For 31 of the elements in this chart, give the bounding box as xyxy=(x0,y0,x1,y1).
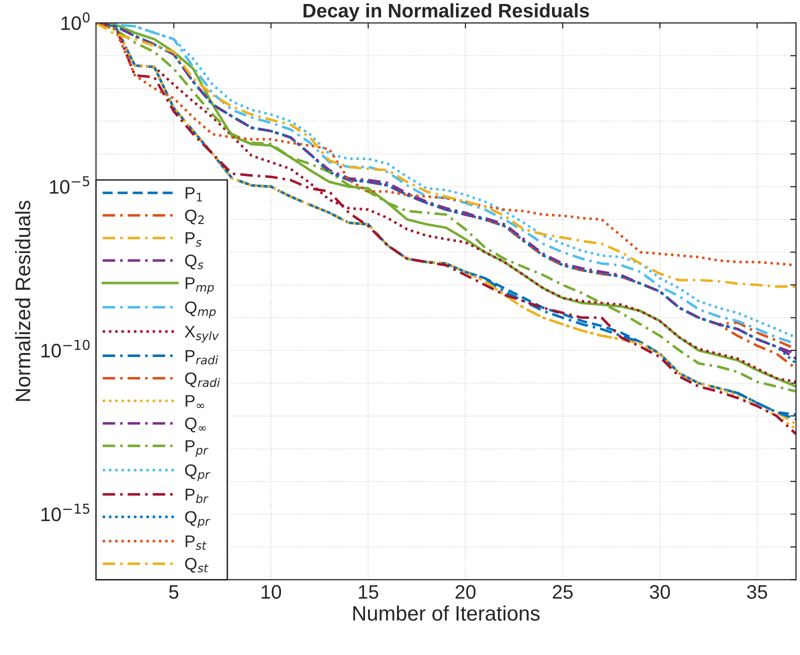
legend-label: Q$_{s}$ xyxy=(185,254,204,270)
x-tick-label: 25 xyxy=(552,585,573,599)
legend-label: P$_{st}$ xyxy=(186,536,207,550)
legend-label: X$_{sylv}$ xyxy=(184,326,219,342)
legend-label: Q$_{st}$ xyxy=(185,558,208,573)
x-axis-title: Number of Iterations xyxy=(353,605,540,621)
y-tick-label: 10$^{−5}$ xyxy=(50,176,90,194)
y-tick-label: 10$^{0}$ xyxy=(62,12,90,30)
y-axis-title: Normalized Residuals xyxy=(15,200,30,401)
x-tick-label: 15 xyxy=(358,585,378,599)
x-tick-label: 35 xyxy=(747,585,768,599)
chart-title: Decay in Normalized Residuals xyxy=(304,3,589,22)
y-tick-label: 10$^{−15}$ xyxy=(41,504,90,522)
legend-label: Q$_{radi}$ xyxy=(185,372,220,388)
legend-label: Q$_{pr}$ xyxy=(185,464,210,482)
legend-label: P$_{radi}$ xyxy=(186,350,218,364)
legend-label: P$_{s}$ xyxy=(186,232,202,247)
legend-label: P$_{mp}$ xyxy=(186,277,214,294)
y-tick-label: 10$^{−10}$ xyxy=(41,340,90,358)
x-tick-label: 20 xyxy=(456,585,476,599)
legend-label: P$_{∞}$ xyxy=(186,395,204,408)
legend-label: Q$_{pr}$ xyxy=(185,511,210,528)
legend-label: Q$_{2}$ xyxy=(185,210,204,224)
legend-label: Q$_{mp}$ xyxy=(185,301,216,318)
legend-label: P$_{br}$ xyxy=(186,488,208,504)
x-tick-label: 5 xyxy=(169,585,178,599)
legend-label: P$_{1}$ xyxy=(186,187,202,202)
x-tick-label: 10 xyxy=(262,585,282,599)
legend-label: P$_{pr}$ xyxy=(186,440,208,457)
x-tick-label: 30 xyxy=(650,585,670,599)
legend-label: Q$_{∞}$ xyxy=(185,418,206,432)
